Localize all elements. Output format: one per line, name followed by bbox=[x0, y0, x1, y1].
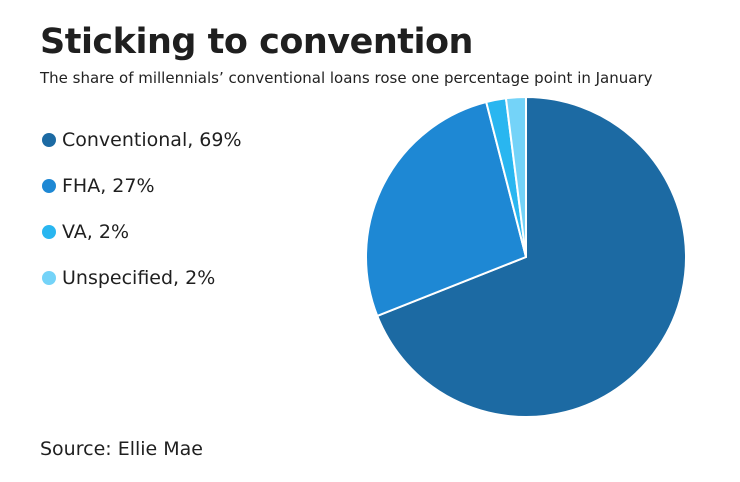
legend-label: FHA, 27% bbox=[62, 175, 155, 197]
legend-label: VA, 2% bbox=[62, 221, 130, 243]
chart-legend: Conventional, 69% FHA, 27% VA, 2% Unspecifi… bbox=[40, 117, 242, 301]
legend-swatch bbox=[42, 271, 56, 285]
chart-subtitle: The share of millennials’ conventional l… bbox=[40, 69, 653, 87]
legend-label: Conventional, 69% bbox=[62, 129, 242, 151]
legend-item-va: VA, 2% bbox=[40, 209, 242, 255]
chart-title: Sticking to convention bbox=[40, 22, 473, 62]
legend-label: Unspecified, 2% bbox=[62, 267, 216, 289]
pie-slice-conventional bbox=[376, 96, 688, 418]
legend-item-fha: FHA, 27% bbox=[40, 163, 242, 209]
pie-slice-fha bbox=[365, 101, 527, 317]
legend-swatch bbox=[42, 225, 56, 239]
legend-item-unspecified: Unspecified, 2% bbox=[40, 255, 242, 301]
legend-swatch bbox=[42, 133, 56, 147]
legend-item-conventional: Conventional, 69% bbox=[40, 117, 242, 163]
source-note: Source: Ellie Mae bbox=[40, 438, 203, 460]
legend-swatch bbox=[42, 179, 56, 193]
pie-slice-unspecified bbox=[504, 96, 527, 258]
